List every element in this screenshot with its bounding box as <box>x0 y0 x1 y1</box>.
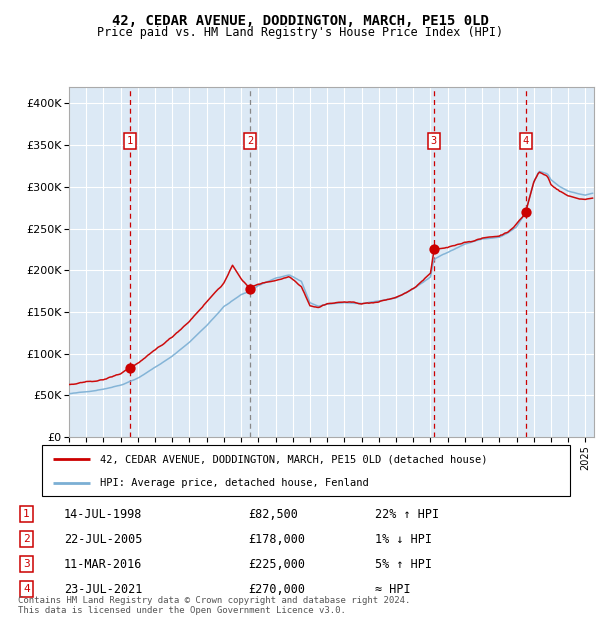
Text: 1: 1 <box>127 136 133 146</box>
Point <box>521 207 530 217</box>
Text: £82,500: £82,500 <box>248 508 298 521</box>
Text: 22-JUL-2005: 22-JUL-2005 <box>64 533 142 546</box>
Text: 42, CEDAR AVENUE, DODDINGTON, MARCH, PE15 0LD (detached house): 42, CEDAR AVENUE, DODDINGTON, MARCH, PE1… <box>100 454 488 464</box>
Text: 2: 2 <box>23 534 30 544</box>
Text: 4: 4 <box>523 136 529 146</box>
Text: £270,000: £270,000 <box>248 583 305 596</box>
Text: 22% ↑ HPI: 22% ↑ HPI <box>375 508 439 521</box>
Point <box>125 363 135 373</box>
Text: Price paid vs. HM Land Registry's House Price Index (HPI): Price paid vs. HM Land Registry's House … <box>97 26 503 39</box>
Text: 1: 1 <box>23 509 30 519</box>
Text: 11-MAR-2016: 11-MAR-2016 <box>64 558 142 571</box>
FancyBboxPatch shape <box>42 445 570 496</box>
Text: HPI: Average price, detached house, Fenland: HPI: Average price, detached house, Fenl… <box>100 478 369 489</box>
Text: £178,000: £178,000 <box>248 533 305 546</box>
Point <box>429 244 439 254</box>
Text: 42, CEDAR AVENUE, DODDINGTON, MARCH, PE15 0LD: 42, CEDAR AVENUE, DODDINGTON, MARCH, PE1… <box>112 14 488 28</box>
Text: 4: 4 <box>23 584 30 595</box>
Point <box>245 284 255 294</box>
Text: 14-JUL-1998: 14-JUL-1998 <box>64 508 142 521</box>
Text: 1% ↓ HPI: 1% ↓ HPI <box>375 533 432 546</box>
Text: £225,000: £225,000 <box>248 558 305 571</box>
Text: 5% ↑ HPI: 5% ↑ HPI <box>375 558 432 571</box>
Text: ≈ HPI: ≈ HPI <box>375 583 410 596</box>
Text: 23-JUL-2021: 23-JUL-2021 <box>64 583 142 596</box>
Text: 3: 3 <box>23 559 30 569</box>
Text: 2: 2 <box>247 136 254 146</box>
Text: 3: 3 <box>431 136 437 146</box>
Text: Contains HM Land Registry data © Crown copyright and database right 2024.
This d: Contains HM Land Registry data © Crown c… <box>18 596 410 615</box>
